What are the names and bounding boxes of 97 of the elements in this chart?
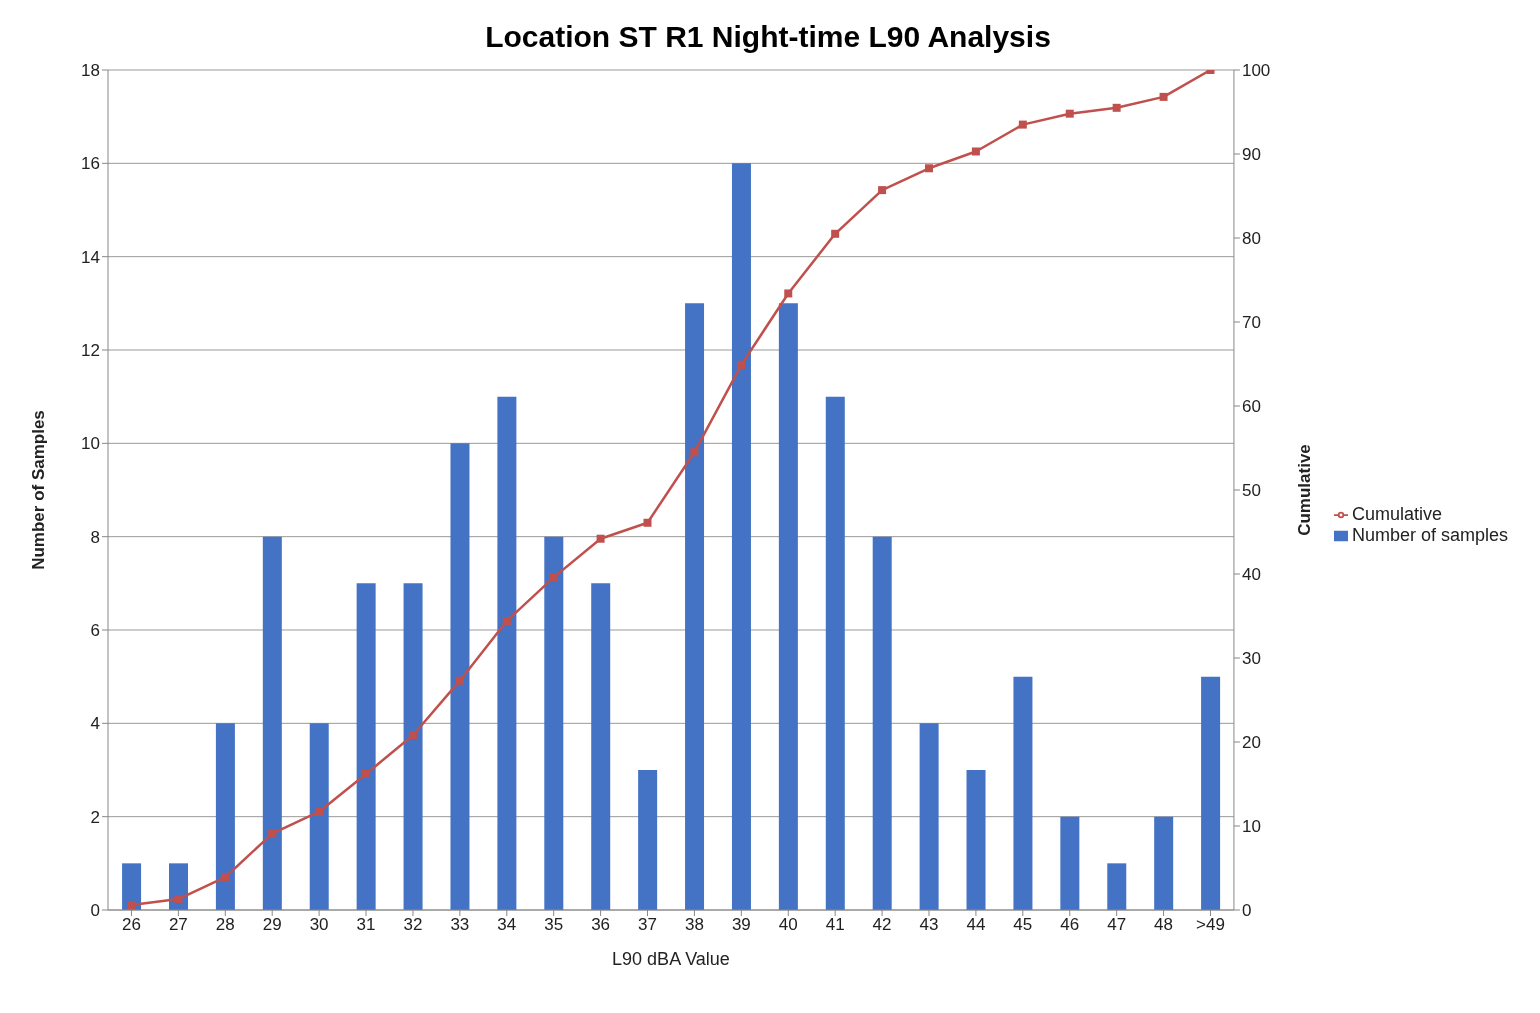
bar: [1154, 816, 1174, 910]
bar: [403, 583, 423, 910]
bar: [1201, 676, 1221, 910]
y2-axis-title: Cumulative: [1294, 444, 1314, 536]
point: [643, 518, 652, 527]
y-tick-label: 4: [90, 714, 100, 734]
y-tick-label: 10: [81, 434, 100, 454]
point: [690, 448, 699, 457]
x-tick-label: 40: [778, 915, 798, 935]
bar: [1013, 676, 1033, 910]
point: [1159, 92, 1168, 101]
bar: [450, 443, 470, 910]
bar: [825, 396, 845, 910]
point: [127, 900, 136, 909]
bar: [591, 583, 611, 910]
y-tick-label: 16: [81, 154, 100, 174]
bar: [778, 303, 798, 910]
y-tick-label: 8: [90, 527, 100, 547]
y2-tick-label: 40: [1241, 565, 1261, 585]
y2-tick-label: 50: [1241, 481, 1261, 501]
y2-tick-label: 60: [1241, 397, 1261, 417]
point: [925, 164, 933, 173]
x-tick-label: 36: [591, 915, 611, 935]
point: [1112, 103, 1121, 112]
x-tick-label: 44: [966, 915, 986, 935]
y2-tick-label: 10: [1241, 817, 1261, 837]
point: [971, 147, 980, 156]
bar: [638, 770, 658, 910]
bar: [122, 863, 142, 910]
y-tick-label: 14: [81, 247, 100, 267]
x-tick-label: 27: [168, 915, 188, 935]
x-tick-label: 31: [356, 915, 376, 935]
x-axis-title: L90 dBA Value: [612, 949, 730, 969]
x-tick-label: 37: [638, 915, 657, 935]
x-tick-label: 28: [215, 915, 235, 935]
point: [408, 731, 417, 740]
y-tick-label: 12: [81, 341, 100, 361]
y-tick-label: 18: [81, 61, 100, 81]
point: [221, 873, 230, 882]
bar: [685, 303, 705, 910]
x-tick-label: 32: [403, 915, 423, 935]
point: [174, 895, 183, 904]
x-tick-label: 42: [872, 915, 892, 935]
x-tick-label: 35: [544, 915, 564, 935]
bar: [1060, 816, 1080, 910]
point: [362, 769, 371, 778]
y-tick-label: 6: [90, 621, 100, 641]
point: [1065, 109, 1074, 118]
point: [502, 617, 511, 626]
bar: [262, 536, 282, 910]
point: [1018, 120, 1027, 129]
legend-label: Number of samples: [1351, 525, 1508, 545]
bar: [872, 536, 892, 910]
x-tick-label: 48: [1154, 915, 1174, 935]
bar: [309, 723, 329, 910]
point: [878, 186, 887, 195]
bar: [966, 770, 986, 910]
point: [549, 573, 558, 582]
x-tick-label: 30: [309, 915, 329, 935]
y-tick-label: 2: [90, 807, 100, 827]
x-tick-label: 26: [122, 915, 141, 935]
bar: [544, 536, 564, 910]
x-tick-label: >49: [1196, 915, 1225, 935]
y-axis-title: Number of Samples: [29, 410, 49, 570]
point: [455, 676, 464, 685]
y2-tick-label: 70: [1241, 313, 1261, 333]
x-tick-label: 33: [450, 915, 470, 935]
y-tick-label: 0: [90, 901, 100, 921]
x-tick-label: 47: [1107, 915, 1127, 935]
chart-title: Location ST R1 Night-time L90 Analysis: [484, 20, 1052, 54]
y2-tick-label: 20: [1241, 733, 1261, 753]
bar: [731, 163, 751, 910]
x-tick-label: 38: [684, 915, 704, 935]
point: [831, 229, 840, 238]
x-tick-label: 41: [825, 915, 845, 935]
x-tick-label: 29: [262, 915, 282, 935]
bar: [919, 723, 939, 910]
point: [596, 534, 605, 543]
point: [315, 807, 324, 816]
legend-label: Cumulative: [1351, 504, 1442, 524]
bar: [215, 723, 235, 910]
bar: [497, 396, 517, 910]
bar: [356, 583, 376, 910]
x-tick-label: 34: [497, 915, 517, 935]
bar: [1107, 863, 1127, 910]
x-tick-label: 43: [919, 915, 939, 935]
point: [737, 360, 746, 369]
x-tick-label: 45: [1013, 915, 1033, 935]
y2-tick-label: 30: [1241, 649, 1261, 669]
x-tick-label: 46: [1060, 915, 1080, 935]
y2-tick-label: 90: [1241, 145, 1261, 165]
point: [784, 289, 793, 298]
x-tick-label: 39: [731, 915, 751, 935]
y2-tick-label: 80: [1241, 229, 1261, 249]
point: [268, 829, 277, 838]
y2-tick-label: 0: [1241, 901, 1252, 921]
y2-tick-label: 100: [1241, 61, 1271, 81]
